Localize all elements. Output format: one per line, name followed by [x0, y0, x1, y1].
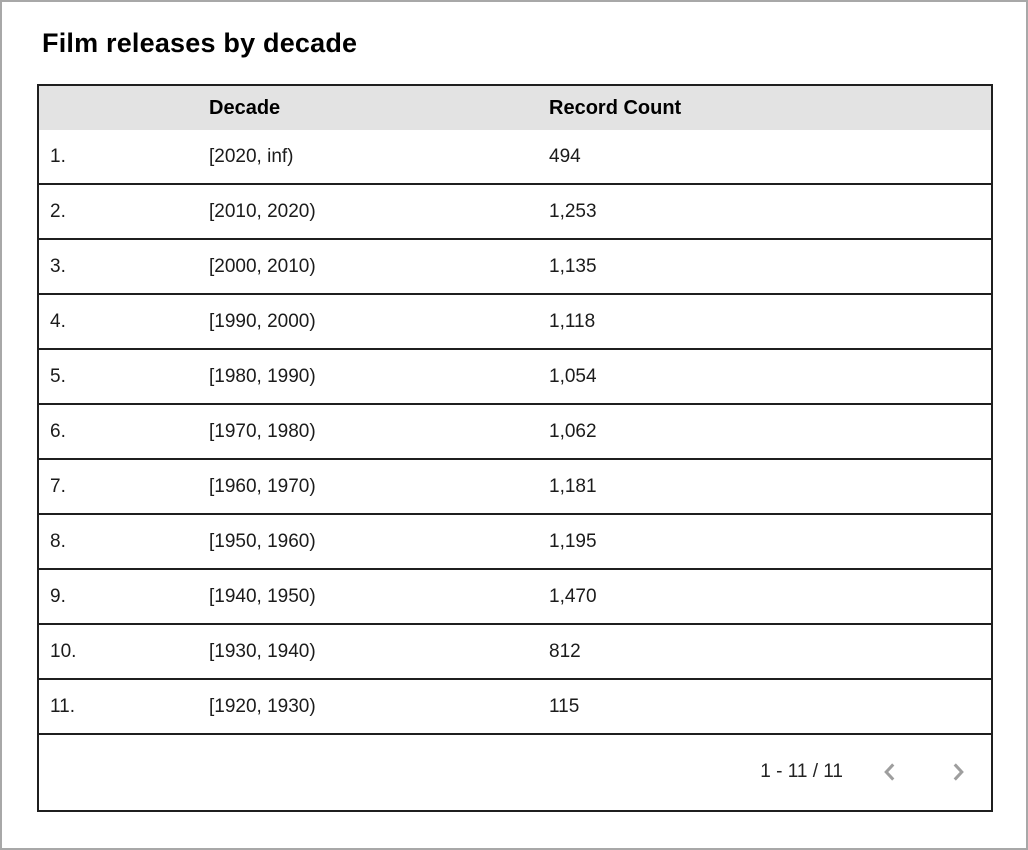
decade-cell: [1930, 1940) — [209, 640, 316, 662]
row-number-cell: 10. — [50, 640, 77, 662]
row-number-cell: 8. — [50, 530, 66, 552]
decade-cell: [1940, 1950) — [209, 585, 316, 607]
table-footer: 1 - 11 / 11 — [39, 735, 991, 808]
row-number-cell: 4. — [50, 310, 66, 332]
decade-cell: [1990, 2000) — [209, 310, 316, 332]
table-row[interactable]: 6. [1970, 1980) 1,062 — [39, 405, 991, 460]
record-count-cell: 1,195 — [549, 530, 597, 552]
header-cell-decade[interactable]: Decade — [209, 96, 281, 119]
row-number-cell: 1. — [50, 145, 66, 167]
table-row[interactable]: 2. [2010, 2020) 1,253 — [39, 185, 991, 240]
table-row[interactable]: 8. [1950, 1960) 1,195 — [39, 515, 991, 570]
table-row[interactable]: 5. [1980, 1990) 1,054 — [39, 350, 991, 405]
table-header-row: Decade Record Count — [39, 86, 991, 130]
record-count-cell: 115 — [549, 695, 580, 717]
row-number-cell: 9. — [50, 585, 66, 607]
pagination-range-label: 1 - 11 / 11 — [760, 760, 843, 782]
record-count-cell: 1,135 — [549, 255, 597, 277]
decade-cell: [2010, 2020) — [209, 200, 316, 222]
record-count-cell: 1,470 — [549, 585, 597, 607]
record-count-cell: 1,062 — [549, 420, 597, 442]
chevron-right-icon — [945, 759, 971, 785]
table-row[interactable]: 1. [2020, inf) 494 — [39, 130, 991, 185]
pagination-next-button[interactable] — [939, 753, 977, 791]
row-number-cell: 6. — [50, 420, 66, 442]
table-row[interactable]: 4. [1990, 2000) 1,118 — [39, 295, 991, 350]
row-number-cell: 11. — [50, 695, 76, 717]
table-row[interactable]: 7. [1960, 1970) 1,181 — [39, 460, 991, 515]
record-count-cell: 1,054 — [549, 365, 597, 387]
record-count-cell: 1,181 — [549, 475, 597, 497]
record-count-cell: 1,253 — [549, 200, 597, 222]
table-row[interactable]: 3. [2000, 2010) 1,135 — [39, 240, 991, 295]
pagination-prev-button[interactable] — [871, 753, 909, 791]
row-number-cell: 7. — [50, 475, 66, 497]
chevron-left-icon — [877, 759, 903, 785]
record-count-cell: 812 — [549, 640, 581, 662]
decade-cell: [1980, 1990) — [209, 365, 316, 387]
row-number-cell: 5. — [50, 365, 66, 387]
row-number-cell: 2. — [50, 200, 66, 222]
decade-cell: [1970, 1980) — [209, 420, 316, 442]
data-table: Decade Record Count 1. [2020, inf) 494 2. [2… — [37, 84, 993, 812]
table-body: 1. [2020, inf) 494 2. [2010, 2020) 1,253 3. [20… — [39, 130, 991, 735]
row-number-cell: 3. — [50, 255, 66, 277]
decade-cell: [1950, 1960) — [209, 530, 316, 552]
record-count-cell: 1,118 — [549, 310, 596, 332]
decade-cell: [2000, 2010) — [209, 255, 316, 277]
record-count-cell: 494 — [549, 145, 581, 167]
chart-title: Film releases by decade — [42, 28, 358, 58]
table-row[interactable]: 10. [1930, 1940) 812 — [39, 625, 991, 680]
decade-cell: [2020, inf) — [209, 145, 294, 167]
header-cell-record-count[interactable]: Record Count — [549, 96, 682, 119]
table-row[interactable]: 9. [1940, 1950) 1,470 — [39, 570, 991, 625]
decade-cell: [1920, 1930) — [209, 695, 316, 717]
decade-cell: [1960, 1970) — [209, 475, 316, 497]
table-row[interactable]: 11. [1920, 1930) 115 — [39, 680, 991, 735]
